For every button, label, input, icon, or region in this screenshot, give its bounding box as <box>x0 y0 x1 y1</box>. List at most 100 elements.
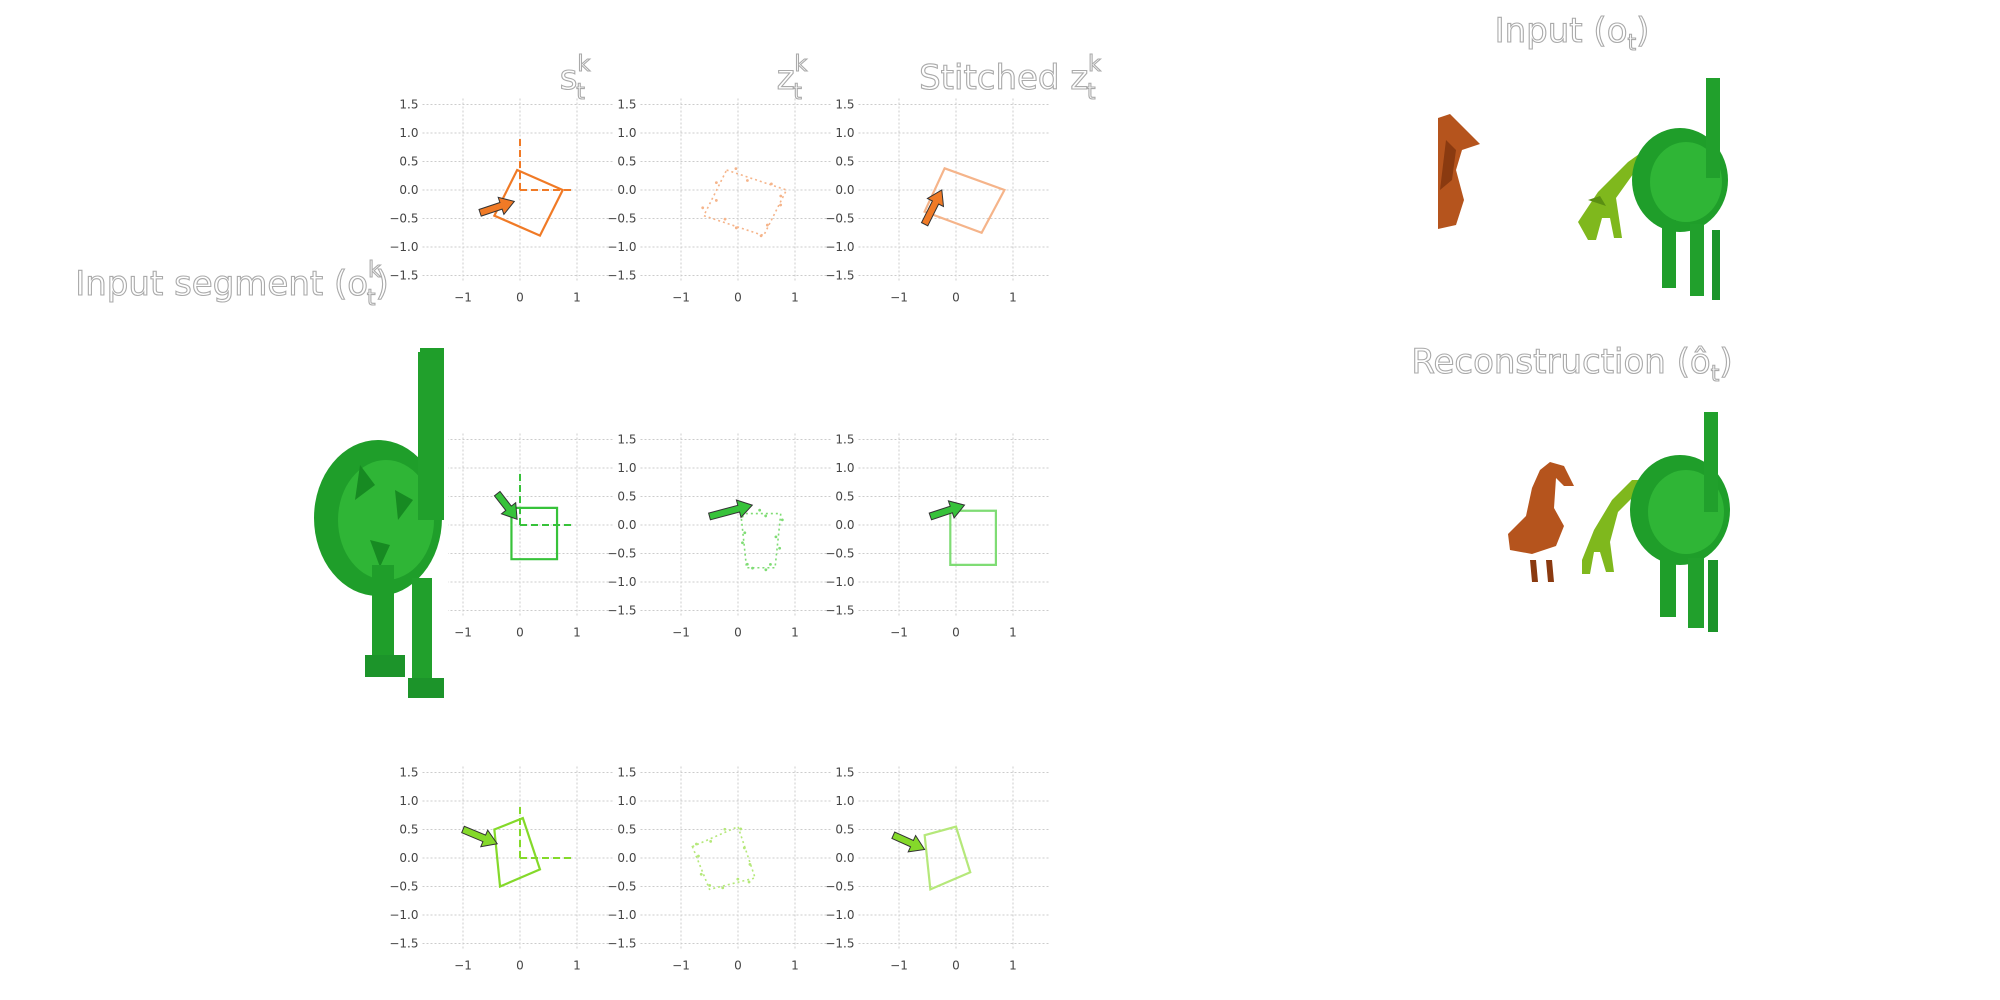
column-title-z: zk t <box>777 52 808 105</box>
x-tick-label: 1 <box>1009 626 1017 640</box>
object-square <box>739 512 782 569</box>
latent-point <box>736 877 740 881</box>
x-tick-label: 1 <box>1009 291 1017 305</box>
input-segment-image <box>14 312 448 732</box>
latent-point <box>765 223 769 227</box>
latent-point <box>714 181 718 185</box>
reconstruction-title: Reconstruction (ôt) <box>1411 342 1732 387</box>
y-tick-label: 1.0 <box>835 461 854 475</box>
panel-green-2: 1.5 1.0 0.5 0.0 −0.5 −1.0 −1.5 −1 0 1 <box>825 433 1050 640</box>
panel-orange-2: 1.5 1.0 0.5 0.0 −0.5 −1.0 −1.5 −1 0 1 <box>825 98 1050 305</box>
object-square <box>949 509 998 567</box>
x-tick-label: 1 <box>573 626 581 640</box>
direction-arrow <box>891 831 926 853</box>
latent-point <box>774 535 778 539</box>
input-giraffe-icon <box>1578 152 1648 240</box>
x-tick-label: 0 <box>734 959 742 973</box>
y-tick-label: 0.0 <box>835 851 854 865</box>
latent-point <box>751 566 754 570</box>
direction-arrow <box>461 825 499 848</box>
y-tick-label: −1.0 <box>825 908 854 922</box>
latent-point <box>745 179 749 182</box>
y-tick-label: 0.0 <box>617 518 636 532</box>
y-tick-label: −0.5 <box>607 212 636 226</box>
y-tick-label: −0.5 <box>825 547 854 561</box>
object-square <box>923 825 972 891</box>
x-tick-label: 1 <box>791 959 799 973</box>
latent-point <box>780 518 784 522</box>
latent-point <box>701 206 705 210</box>
column-title-stitched: Stitched zk t <box>919 52 1101 105</box>
x-tick-label: 0 <box>516 291 524 305</box>
y-tick-label: 1.5 <box>399 766 418 780</box>
y-tick-label: 0.5 <box>617 155 636 169</box>
object-square <box>702 169 788 237</box>
y-tick-label: −1.0 <box>825 575 854 589</box>
y-tick-label: −1.5 <box>607 269 636 283</box>
y-tick-label: −1.0 <box>607 575 636 589</box>
x-tick-label: 1 <box>791 626 799 640</box>
y-tick-label: −1.0 <box>389 908 418 922</box>
panel-lime-0: 1.5 1.0 0.5 0.0 −0.5 −1.0 −1.5 −1 0 1 <box>389 766 614 973</box>
latent-point <box>778 546 782 550</box>
direction-arrow <box>493 490 518 521</box>
y-tick-label: −1.0 <box>607 908 636 922</box>
x-tick-label: −1 <box>890 959 908 973</box>
y-tick-label: −0.5 <box>825 880 854 894</box>
y-tick-label: 1.0 <box>399 794 418 808</box>
latent-point <box>764 514 768 518</box>
y-tick-label: 1.0 <box>617 461 636 475</box>
object-square <box>691 825 757 891</box>
input-ostrich-icon <box>1632 78 1728 300</box>
x-tick-label: 0 <box>952 626 960 640</box>
x-tick-label: −1 <box>890 626 908 640</box>
x-tick-label: −1 <box>454 291 472 305</box>
input-bird-icon <box>1438 114 1480 229</box>
y-tick-label: 0.5 <box>617 490 636 504</box>
y-tick-label: −1.5 <box>389 937 418 951</box>
y-tick-label: 1.5 <box>835 98 854 112</box>
latent-point <box>779 203 783 207</box>
latent-point <box>764 568 768 572</box>
input-image <box>1436 62 1728 300</box>
y-tick-label: 0.0 <box>399 183 418 197</box>
y-tick-label: −0.5 <box>607 880 636 894</box>
y-tick-label: 0.5 <box>399 823 418 837</box>
latent-point <box>758 508 762 512</box>
y-tick-label: 0.5 <box>399 155 418 169</box>
y-tick-label: −0.5 <box>389 212 418 226</box>
panel-lime-1: 1.5 1.0 0.5 0.0 −0.5 −1.0 −1.5 −1 0 1 <box>607 766 832 973</box>
y-tick-label: −1.5 <box>607 604 636 618</box>
latent-point <box>699 872 703 876</box>
latent-point <box>741 541 744 545</box>
latent-point <box>769 182 773 186</box>
direction-arrow <box>707 499 754 521</box>
y-tick-label: 0.5 <box>617 823 636 837</box>
x-tick-label: −1 <box>672 626 690 640</box>
x-tick-label: −1 <box>672 959 690 973</box>
y-tick-label: −0.5 <box>389 880 418 894</box>
reconstruction-giraffe-icon <box>1582 480 1642 574</box>
y-tick-label: −1.5 <box>825 604 854 618</box>
panel-orange-0: 1.5 1.0 0.5 0.0 −0.5 −1.0 −1.5 −1 0 1 <box>389 98 614 305</box>
object-square <box>493 816 542 889</box>
input-title: Input (ot) <box>1495 11 1650 56</box>
latent-point <box>723 217 727 221</box>
y-tick-label: 0.5 <box>835 490 854 504</box>
x-tick-label: 0 <box>734 291 742 305</box>
y-tick-label: 1.0 <box>399 126 418 140</box>
y-tick-label: −1.0 <box>607 240 636 254</box>
panel-lime-2: 1.5 1.0 0.5 0.0 −0.5 −1.0 −1.5 −1 0 1 <box>825 766 1050 973</box>
y-tick-label: 1.5 <box>835 766 854 780</box>
y-tick-label: −1.5 <box>389 269 418 283</box>
direction-arrow <box>928 500 966 521</box>
y-tick-label: 0.0 <box>835 183 854 197</box>
y-tick-label: 1.0 <box>835 126 854 140</box>
latent-point <box>747 880 751 884</box>
latent-point <box>745 562 749 566</box>
x-tick-label: 0 <box>952 959 960 973</box>
reconstruction-ostrich-icon <box>1630 412 1730 632</box>
y-tick-label: −1.0 <box>825 240 854 254</box>
y-tick-label: 1.0 <box>617 126 636 140</box>
y-tick-label: 1.5 <box>399 98 418 112</box>
